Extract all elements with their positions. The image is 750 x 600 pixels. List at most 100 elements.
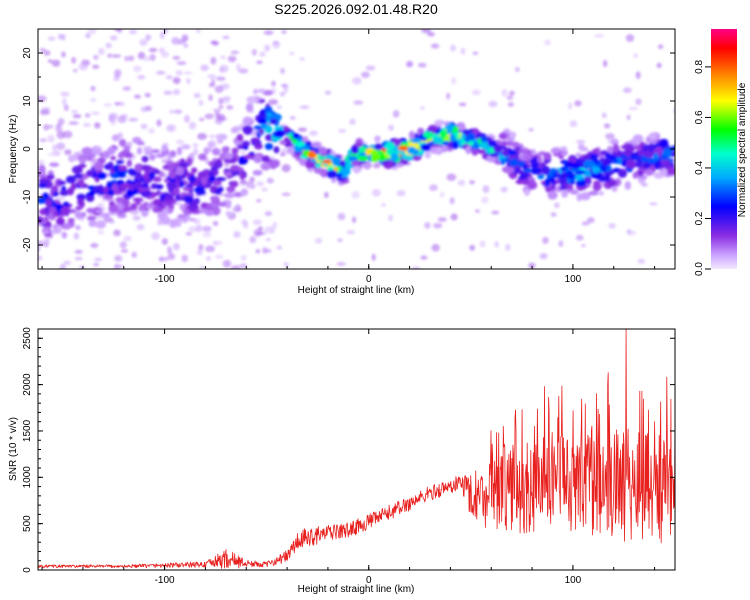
spectrogram-blob	[97, 184, 104, 191]
spectrogram-speckle	[500, 186, 508, 193]
spectrogram-blob	[509, 158, 519, 167]
spectrogram-speckle	[249, 235, 257, 244]
spectrogram-blob	[592, 182, 602, 192]
spectrogram-speckle	[51, 59, 61, 67]
spectrogram-speckle	[232, 206, 242, 213]
spectrogram-blob	[307, 150, 317, 159]
spectrogram-speckle	[279, 91, 286, 97]
colorbar-tick-label: 0.6	[694, 110, 705, 124]
spectrogram-speckle	[420, 106, 425, 110]
spectrogram-speckle	[575, 234, 584, 241]
spectrogram-blob	[510, 141, 520, 148]
spectrogram-speckle	[587, 217, 595, 224]
spectrogram-blob	[45, 198, 53, 208]
colorbar-tick-label: 0.2	[694, 211, 705, 225]
spectrogram-speckle	[205, 245, 216, 253]
spectrogram-blob	[257, 88, 266, 94]
spectrogram-blob	[68, 154, 76, 163]
spectrogram-speckle	[458, 102, 467, 107]
spectrogram-blob	[223, 171, 233, 177]
spectrogram-speckle	[193, 148, 199, 156]
spectrogram-blob	[552, 171, 558, 179]
spectrogram-speckle	[580, 244, 586, 248]
spectrogram-speckle	[122, 86, 132, 91]
spectrogram-speckle	[649, 202, 658, 206]
spectrogram-blob	[575, 152, 582, 157]
spectrogram-blob	[451, 140, 459, 150]
spectrogram-speckle	[314, 237, 323, 244]
spectrogram-blob	[381, 159, 390, 165]
spectrogram-speckle	[114, 255, 123, 262]
spectrogram-speckle	[41, 107, 51, 113]
spectrogram-blob	[617, 169, 628, 178]
spectrogram-blob	[245, 103, 254, 112]
spectrogram-speckle	[337, 238, 343, 243]
spectrogram-speckle	[185, 232, 193, 236]
spectrogram-blob	[123, 153, 133, 158]
spectrogram-speckle	[48, 152, 56, 157]
spectrogram-speckle	[160, 51, 170, 58]
spectrogram-blob	[269, 118, 278, 125]
spectrogram-speckle	[117, 115, 127, 124]
spectrogram-speckle	[103, 103, 113, 107]
spectrogram-speckle	[259, 51, 266, 57]
spectrogram-speckle	[202, 231, 212, 238]
spectrogram-speckle	[68, 121, 79, 125]
ytick-label: -10	[22, 189, 33, 204]
spectrogram-speckle	[430, 43, 440, 49]
spectrogram-blob	[311, 141, 322, 148]
spectrogram-blob	[550, 148, 561, 154]
spectrogram-blob	[360, 163, 372, 168]
spectrogram-blob	[644, 169, 654, 176]
spectrogram-speckle	[481, 196, 489, 204]
spectrogram-speckle	[47, 59, 53, 63]
spectrogram-speckle	[167, 246, 172, 254]
spectrogram-blob	[136, 147, 143, 155]
spectrogram-blob	[221, 146, 230, 154]
spectrogram-blob	[561, 190, 568, 198]
spectrogram-speckle	[289, 51, 295, 56]
spectrogram-speckle	[55, 123, 62, 128]
spectrogram-blob	[292, 133, 300, 140]
spectrogram-speckle	[472, 51, 479, 55]
spectrogram-blob	[537, 156, 543, 164]
spectrogram-blob	[188, 174, 196, 184]
spectrogram-speckle	[181, 254, 188, 263]
spectrogram-speckle	[575, 140, 586, 144]
spectrogram-speckle	[264, 211, 273, 217]
spectrogram-speckle	[637, 258, 646, 265]
spectrogram-blob	[264, 164, 270, 170]
spectrogram-speckle	[424, 221, 431, 229]
spectrogram-blob	[498, 133, 507, 139]
spectrogram-blob	[73, 173, 84, 179]
spectrogram-speckle	[114, 29, 123, 32]
spectrogram-speckle	[568, 102, 573, 110]
spectrogram-speckle	[167, 253, 176, 260]
spectrogram-speckle	[635, 98, 642, 106]
spectrogram-blob	[305, 160, 314, 169]
spectrogram-speckle	[212, 240, 218, 246]
spectrogram-blob	[632, 134, 644, 144]
spectrogram-blob	[374, 143, 383, 151]
spectrogram-speckle	[252, 219, 262, 226]
spectrogram-speckle	[417, 62, 427, 68]
spectrogram-blob	[46, 174, 55, 180]
spectrogram-speckle	[264, 44, 271, 52]
spectrogram-blob	[165, 166, 175, 171]
spectrogram-blob	[140, 190, 152, 198]
spectrogram-blob	[115, 159, 125, 164]
spectrogram-speckle	[657, 44, 664, 50]
spectrogram-speckle	[635, 71, 641, 80]
spectrogram-speckle	[491, 210, 500, 215]
spectrogram-blob	[417, 127, 425, 135]
spectrogram-speckle	[93, 262, 100, 267]
spectrogram-speckle	[574, 100, 582, 107]
spectrogram-speckle	[396, 189, 406, 197]
spectrogram-speckle	[210, 56, 217, 65]
spectrogram-blob	[60, 189, 69, 196]
spectrogram-blob	[408, 142, 419, 148]
spectrogram-blob	[233, 191, 242, 198]
spectrogram-blob	[200, 208, 207, 214]
spectrogram-blob	[85, 208, 97, 213]
spectrogram-blob	[603, 174, 611, 182]
